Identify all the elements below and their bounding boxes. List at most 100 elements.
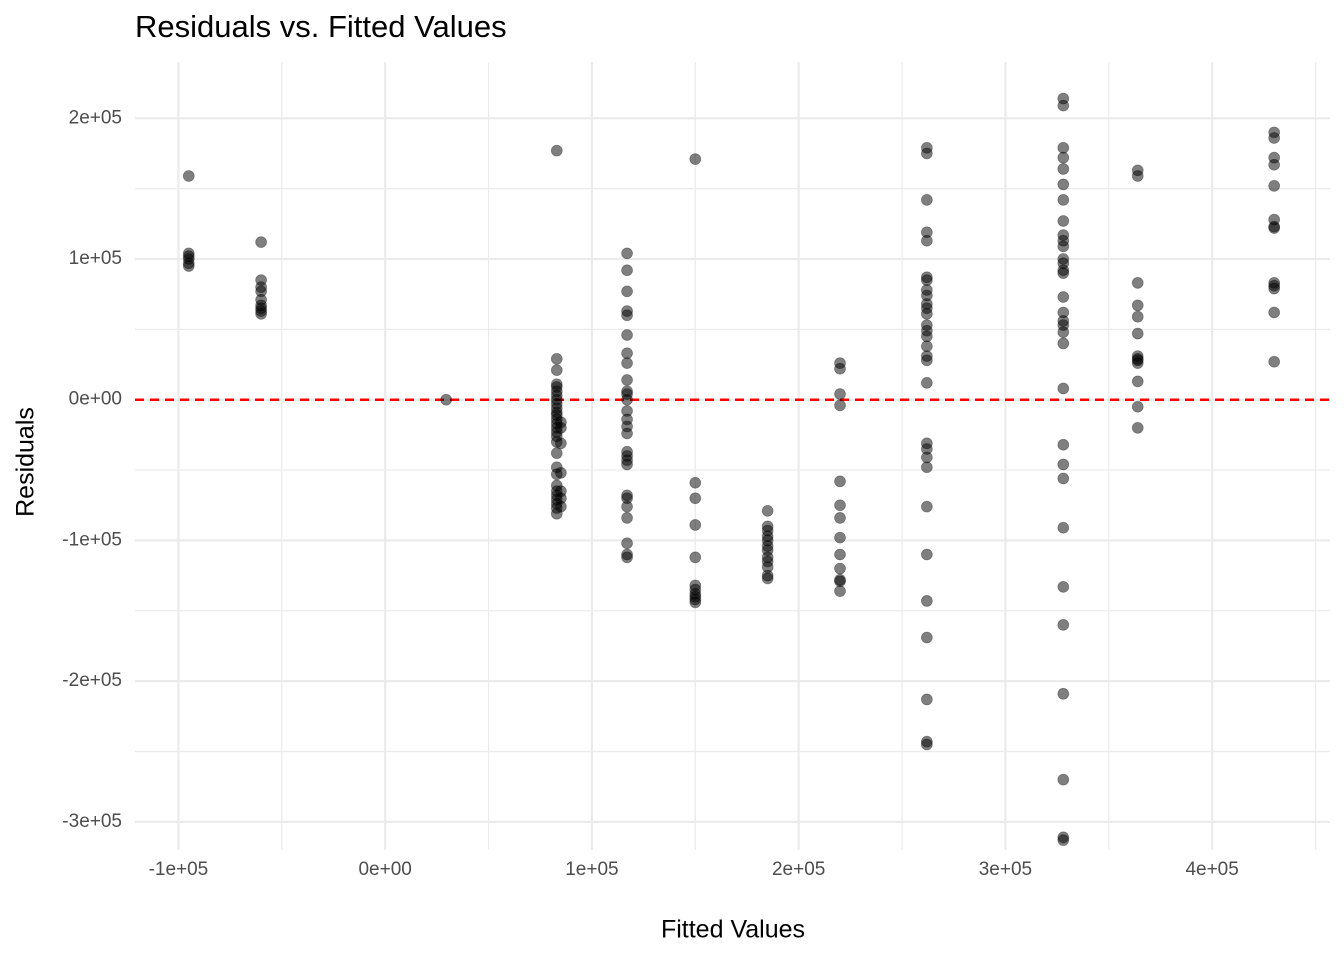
x-tick-label: 1e+05 [565, 859, 618, 880]
y-tick-label: -3e+05 [62, 811, 122, 832]
point [621, 512, 633, 524]
point [1057, 773, 1070, 786]
point [621, 357, 633, 370]
point [621, 285, 633, 298]
point [1057, 521, 1070, 534]
point [1268, 132, 1281, 144]
x-tick-label: 0e+00 [358, 859, 411, 880]
point [1057, 163, 1070, 175]
point [1268, 222, 1281, 234]
point [834, 548, 846, 561]
point [1131, 277, 1144, 289]
point [550, 353, 563, 365]
point [554, 500, 567, 513]
point [689, 596, 702, 609]
point [920, 354, 933, 367]
point [621, 264, 633, 277]
point [920, 307, 933, 320]
point [554, 421, 567, 434]
point [834, 585, 846, 597]
grid: -1e+05 0e+00 1e+05 2e+05 3e+05 4e+05 -3e+05 -2e… [62, 62, 1330, 880]
point [1057, 267, 1070, 279]
x-tick-label: 3e+05 [979, 859, 1032, 880]
point [920, 340, 933, 353]
point [554, 466, 567, 479]
point [621, 309, 633, 322]
point [621, 329, 633, 341]
y-tick-label: 1e+05 [69, 248, 122, 269]
point [920, 461, 933, 474]
point [920, 595, 933, 607]
point [550, 364, 563, 377]
point [255, 307, 268, 320]
point [920, 693, 933, 706]
point [1057, 215, 1070, 227]
chart-title: Residuals vs. Fitted Values [135, 9, 507, 44]
point [689, 519, 702, 531]
point [689, 153, 702, 165]
point [1057, 337, 1070, 350]
point [1057, 438, 1070, 451]
point [834, 388, 846, 400]
point [920, 330, 933, 343]
plot-area [135, 92, 1330, 847]
point [1268, 179, 1281, 192]
point [834, 531, 846, 544]
point [920, 376, 933, 389]
point [1131, 299, 1144, 312]
point [621, 247, 633, 260]
point [834, 399, 846, 412]
y-tick-label: 0e+00 [69, 389, 122, 410]
point [621, 537, 633, 550]
point [1268, 282, 1281, 295]
x-tick-label: 4e+05 [1185, 859, 1238, 880]
point [834, 499, 846, 512]
point [621, 374, 633, 386]
point [1131, 357, 1144, 370]
point [621, 551, 633, 564]
point [1268, 306, 1281, 319]
y-tick-label: -1e+05 [62, 529, 122, 550]
point [182, 170, 195, 182]
point [834, 475, 846, 488]
point [1057, 178, 1070, 191]
point [920, 451, 933, 464]
point [834, 512, 846, 524]
point [1268, 355, 1281, 368]
point [920, 500, 933, 513]
point [621, 347, 633, 360]
x-axis-title: Fitted Values [661, 916, 805, 944]
point [1057, 240, 1070, 253]
point [1057, 291, 1070, 303]
point [1131, 400, 1144, 413]
point [689, 551, 702, 564]
point [834, 562, 846, 575]
point [834, 575, 846, 588]
point [920, 631, 933, 644]
y-tick-label: -2e+05 [62, 670, 122, 691]
point [1057, 141, 1070, 154]
point [689, 492, 702, 505]
point [761, 504, 774, 517]
point [920, 548, 933, 561]
point [440, 393, 453, 406]
point [550, 144, 563, 157]
point [920, 193, 933, 206]
point [1131, 310, 1144, 323]
point [621, 393, 633, 406]
point [689, 476, 702, 489]
point [1057, 99, 1070, 112]
point [920, 274, 933, 287]
point [1131, 327, 1144, 340]
point [1057, 618, 1070, 631]
point [1131, 421, 1144, 434]
point [1057, 326, 1070, 339]
x-tick-label: 2e+05 [772, 859, 825, 880]
point [1131, 170, 1144, 182]
y-tick-label: 2e+05 [69, 107, 122, 128]
point [1057, 458, 1070, 471]
point [1057, 580, 1070, 593]
point [621, 500, 633, 513]
